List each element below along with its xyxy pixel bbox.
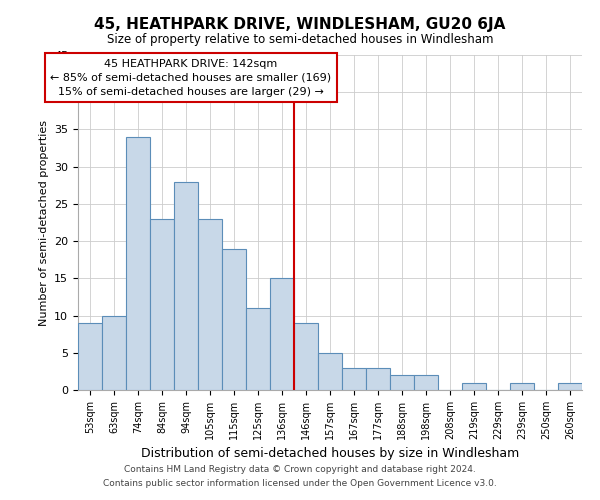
Bar bbox=[270, 278, 294, 390]
Bar bbox=[558, 382, 582, 390]
X-axis label: Distribution of semi-detached houses by size in Windlesham: Distribution of semi-detached houses by … bbox=[141, 448, 519, 460]
Bar bbox=[318, 353, 342, 390]
Bar bbox=[150, 219, 174, 390]
Bar bbox=[462, 382, 486, 390]
Bar bbox=[342, 368, 366, 390]
Bar bbox=[222, 248, 246, 390]
Text: Contains HM Land Registry data © Crown copyright and database right 2024.
Contai: Contains HM Land Registry data © Crown c… bbox=[103, 466, 497, 487]
Bar bbox=[246, 308, 270, 390]
Bar bbox=[510, 382, 534, 390]
Bar bbox=[390, 375, 414, 390]
Bar bbox=[294, 323, 318, 390]
Bar bbox=[198, 219, 222, 390]
Bar bbox=[174, 182, 198, 390]
Bar bbox=[78, 323, 102, 390]
Bar bbox=[366, 368, 390, 390]
Bar bbox=[102, 316, 126, 390]
Text: Size of property relative to semi-detached houses in Windlesham: Size of property relative to semi-detach… bbox=[107, 32, 493, 46]
Bar bbox=[126, 137, 150, 390]
Text: 45, HEATHPARK DRIVE, WINDLESHAM, GU20 6JA: 45, HEATHPARK DRIVE, WINDLESHAM, GU20 6J… bbox=[94, 18, 506, 32]
Text: 45 HEATHPARK DRIVE: 142sqm
← 85% of semi-detached houses are smaller (169)
15% o: 45 HEATHPARK DRIVE: 142sqm ← 85% of semi… bbox=[50, 58, 331, 96]
Bar bbox=[414, 375, 438, 390]
Y-axis label: Number of semi-detached properties: Number of semi-detached properties bbox=[38, 120, 49, 326]
